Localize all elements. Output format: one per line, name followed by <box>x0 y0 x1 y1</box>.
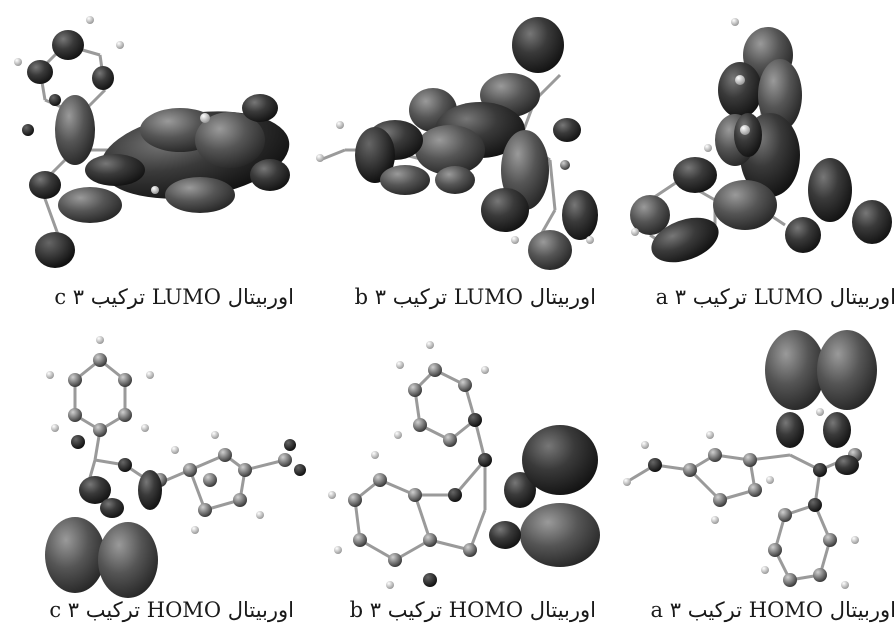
lumo-b-molecule <box>305 0 605 280</box>
homo-c-molecule <box>0 330 310 600</box>
lumo-c-molecule <box>0 0 300 280</box>
homo-b-caption: اوربیتال HOMO ترکیب b ۳ <box>349 598 596 622</box>
lumo-a-molecule <box>610 0 896 280</box>
lumo-c-caption: اوربیتال LUMO ترکیب c ۳ <box>54 285 294 309</box>
homo-c-caption: اوربیتال HOMO ترکیب c ۳ <box>49 598 294 622</box>
homo-a-molecule <box>615 330 896 600</box>
homo-b-molecule <box>320 330 620 600</box>
homo-a-caption: اوربیتال HOMO ترکیب a ۳ <box>650 598 896 622</box>
lumo-a-caption: اوربیتال LUMO ترکیب a ۳ <box>655 285 896 309</box>
lumo-b-caption: اوربیتال LUMO ترکیب b ۳ <box>354 285 596 309</box>
